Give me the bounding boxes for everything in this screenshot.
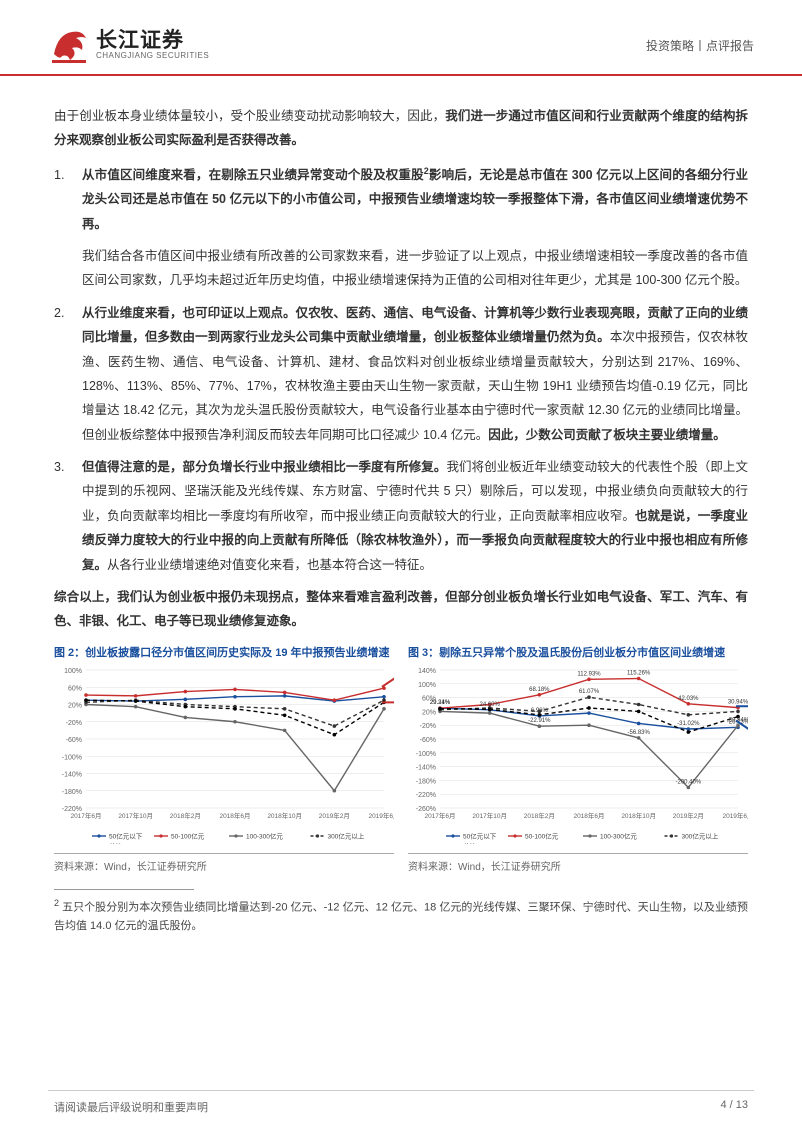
svg-text:6.96%: 6.96% [531, 708, 549, 714]
svg-text:68.18%: 68.18% [529, 686, 550, 692]
svg-text:2017年6月: 2017年6月 [424, 811, 455, 820]
svg-text:100%: 100% [64, 668, 82, 675]
logo-cn: 长江证券 [96, 29, 209, 52]
svg-text:2019年2月: 2019年2月 [673, 811, 704, 820]
p2-tail: 因此，少数公司贡献了板块主要业绩增量。 [488, 428, 726, 442]
svg-text:50亿元以下: 50亿元以下 [109, 831, 143, 840]
charts-row: 图 2：创业板披露口径分市值区间历史实际及 19 年中报预告业绩增速 -220%… [0, 644, 802, 873]
svg-text:-60%: -60% [420, 737, 436, 744]
svg-text:2019年2月: 2019年2月 [319, 811, 350, 820]
svg-text:60%: 60% [68, 685, 82, 692]
svg-text:-20%: -20% [66, 719, 82, 726]
svg-text:-260%: -260% [416, 806, 436, 813]
svg-text:-200.40%: -200.40% [675, 779, 701, 785]
chart-2-source: 资料来源：Wind，长江证券研究所 [54, 853, 394, 873]
p1-sub: 我们结合各市值区间中报业绩有所改善的公司家数来看，进一步验证了以上观点，中报业绩… [82, 244, 748, 293]
svg-text:-31.02%: -31.02% [677, 721, 700, 727]
dragon-logo-icon [48, 24, 90, 66]
footnote-text: 五只个股分别为本次预告业绩同比增量达到-20 亿元、-12 亿元、12 亿元、1… [54, 901, 748, 932]
svg-text:140%: 140% [418, 668, 436, 675]
svg-text:20%: 20% [68, 702, 82, 709]
footer-right: 4 / 13 [720, 1099, 748, 1115]
footnote: 2 五只个股分别为本次预告业绩同比增量达到-20 亿元、-12 亿元、12 亿元… [0, 890, 802, 936]
svg-text:100-300亿元: 100-300亿元 [600, 831, 637, 840]
chart-3-canvas: -260%-220%-180%-140%-100%-60%-20%20%60%1… [408, 664, 748, 844]
chart-2-title: 图 2：创业板披露口径分市值区间历史实际及 19 年中报预告业绩增速 [54, 644, 394, 660]
svg-text:29.24%: 29.24% [430, 700, 451, 706]
logo-en: CHANGJIANG SECURITIES [96, 52, 209, 61]
svg-text:20%: 20% [422, 709, 436, 716]
svg-text:50-100亿元: 50-100亿元 [171, 831, 205, 840]
svg-text:-100%: -100% [62, 754, 82, 761]
svg-text:50-100亿元: 50-100亿元 [525, 831, 559, 840]
point-2-num: 2. [54, 301, 82, 447]
svg-text:112.93%: 112.93% [577, 671, 601, 677]
svg-text:50亿元以下: 50亿元以下 [463, 831, 497, 840]
svg-text:2018年10月: 2018年10月 [621, 811, 656, 820]
svg-text:-60%: -60% [66, 737, 82, 744]
footer-left: 请阅读最后评级说明和重要声明 [54, 1099, 208, 1115]
svg-text:300亿元以上: 300亿元以上 [682, 831, 719, 840]
p1-bold-a: 从市值区间维度来看，在剔除五只业绩异常变动个股及权重股 [82, 168, 424, 182]
point-1: 1. 从市值区间维度来看，在剔除五只业绩异常变动个股及权重股2影响后，无论是总市… [54, 163, 748, 236]
chart-3-source: 资料来源：Wind，长江证券研究所 [408, 853, 748, 873]
chart-3-title: 图 3：剔除五只异常个股及温氏股份后创业板分市值区间业绩增速 [408, 644, 748, 660]
svg-text:-20%: -20% [420, 723, 436, 730]
svg-text:2019年6月: 2019年6月 [368, 811, 394, 820]
svg-text:100-300亿元: 100-300亿元 [246, 831, 283, 840]
svg-text:24.60%: 24.60% [479, 701, 500, 707]
svg-text:100%: 100% [418, 681, 436, 688]
page-header: 长江证券 CHANGJIANG SECURITIES 投资策略丨点评报告 [0, 0, 802, 76]
svg-text:2018年2月: 2018年2月 [524, 811, 555, 820]
chart-3-block: 图 3：剔除五只异常个股及温氏股份后创业板分市值区间业绩增速 -260% -220… [408, 644, 748, 873]
body-content: 由于创业板本身业绩体量较小，受个股业绩变动扰动影响较大，因此，我们进一步通过市值… [0, 76, 802, 634]
svg-text:-180%: -180% [416, 778, 436, 785]
svg-text:2017年6月: 2017年6月 [70, 811, 101, 820]
p3-bold: 但值得注意的是，部分负增长行业中报业绩相比一季度有所修复。 [82, 460, 446, 474]
p2-rest: 本次中报预告，仅农林牧渔、医药生物、通信、电气设备、计算机、建材、食品饮料对创业… [82, 330, 748, 442]
svg-text:-140%: -140% [416, 764, 436, 771]
p3-rest2: 从各行业业绩增速绝对值变化来看，也基本符合这一特征。 [107, 558, 432, 572]
logo-block: 长江证券 CHANGJIANG SECURITIES [48, 24, 209, 66]
svg-text:-180%: -180% [62, 788, 82, 795]
summary: 综合以上，我们认为创业板中报仍未现拐点，整体来看难言盈利改善，但部分创业板负增长… [54, 585, 748, 634]
svg-text:300亿元以上: 300亿元以上 [328, 831, 365, 840]
svg-text:2018年6月: 2018年6月 [573, 811, 604, 820]
chart-2-canvas: -220% -180% -140% -100% -60% -20% 20% 60% 100% 20… [54, 664, 394, 844]
svg-text:30.94%: 30.94% [728, 699, 748, 705]
intro-pre: 由于创业板本身业绩体量较小，受个股业绩变动扰动影响较大，因此， [54, 109, 445, 123]
svg-text:总计: 总计 [109, 841, 123, 844]
svg-text:-56.83%: -56.83% [627, 730, 650, 736]
svg-text:42.03%: 42.03% [678, 695, 699, 701]
svg-text:-140%: -140% [62, 771, 82, 778]
chart-2-block: 图 2：创业板披露口径分市值区间历史实际及 19 年中报预告业绩增速 -220%… [54, 644, 394, 873]
point-3: 3. 但值得注意的是，部分负增长行业中报业绩相比一季度有所修复。我们将创业板近年… [54, 455, 748, 577]
intro-paragraph: 由于创业板本身业绩体量较小，受个股业绩变动扰动影响较大，因此，我们进一步通过市值… [54, 104, 748, 153]
svg-text:总计: 总计 [463, 841, 477, 844]
svg-text:-100%: -100% [416, 750, 436, 757]
svg-text:2019年6月: 2019年6月 [722, 811, 748, 820]
svg-text:-22.91%: -22.91% [528, 718, 551, 724]
page-footer: 请阅读最后评级说明和重要声明 4 / 13 [48, 1090, 754, 1115]
point-1-num: 1. [54, 163, 82, 236]
svg-text:2017年10月: 2017年10月 [118, 811, 153, 820]
svg-text:115.26%: 115.26% [627, 670, 651, 676]
point-2: 2. 从行业维度来看，也可印证以上观点。仅农牧、医药、通信、电气设备、计算机等少… [54, 301, 748, 447]
svg-text:2017年10月: 2017年10月 [472, 811, 507, 820]
svg-text:2018年10月: 2018年10月 [267, 811, 302, 820]
svg-text:61.07%: 61.07% [579, 689, 600, 695]
header-category: 投资策略丨点评报告 [646, 37, 754, 54]
svg-text:2018年6月: 2018年6月 [219, 811, 250, 820]
point-3-num: 3. [54, 455, 82, 577]
svg-text:-220%: -220% [62, 806, 82, 813]
svg-text:-220%: -220% [416, 792, 436, 799]
svg-text:2018年2月: 2018年2月 [170, 811, 201, 820]
